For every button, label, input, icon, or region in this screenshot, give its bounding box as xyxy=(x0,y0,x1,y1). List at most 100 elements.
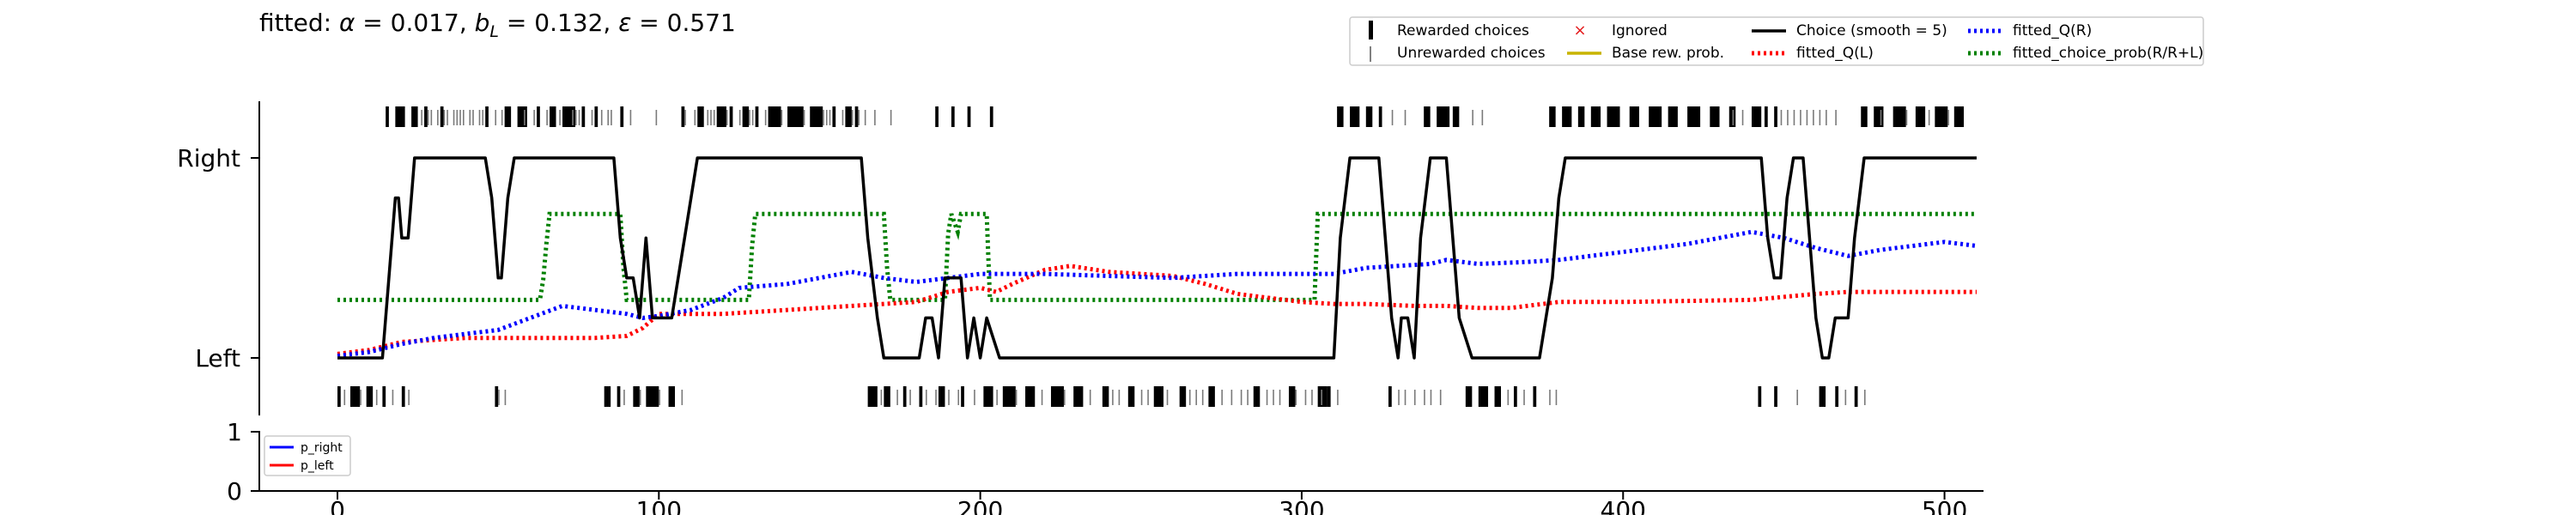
rewarded-left-tick xyxy=(495,386,499,407)
rewarded-left-tick xyxy=(1179,386,1187,407)
unrewarded-right-tick xyxy=(629,110,632,125)
rewarded-left-tick xyxy=(1002,386,1016,407)
legend-pright-label: p_right xyxy=(301,441,343,455)
chart-title: fitted: α = 0.017, bL = 0.132, ε = 0.571 xyxy=(259,9,736,41)
x-tick-label: 300 xyxy=(1279,496,1324,515)
unrewarded-left-tick xyxy=(1195,390,1198,405)
unrewarded-right-tick xyxy=(572,110,574,125)
rewarded-right-tick xyxy=(411,106,418,127)
top-panel-axes: Right Left xyxy=(177,101,260,415)
legend-qright-label: fitted_Q(R) xyxy=(2013,22,2092,39)
unrewarded-left-tick xyxy=(1523,390,1525,405)
unrewarded-left-tick xyxy=(1337,390,1339,405)
unrewarded-right-tick xyxy=(524,110,526,125)
rewarded-right-tick xyxy=(1861,106,1868,127)
unrewarded-left-tick xyxy=(504,390,507,405)
rewarded-left-tick xyxy=(668,386,676,407)
legend-unrewarded-label: Unrewarded choices xyxy=(1397,45,1546,62)
rewarded-right-tick xyxy=(1953,106,1965,127)
unrewarded-right-tick xyxy=(694,110,696,125)
rewarded-left-tick xyxy=(1127,386,1135,407)
unrewarded-left-tick xyxy=(1118,390,1121,405)
unrewarded-right-tick xyxy=(574,110,577,125)
unrewarded-right-tick xyxy=(427,110,429,125)
legend-baseprob-label: Base rew. prob. xyxy=(1612,45,1724,62)
unrewarded-right-tick xyxy=(1835,110,1837,125)
rewarded-right-tick xyxy=(1437,106,1450,127)
top-legend-frame xyxy=(1349,16,2204,66)
trial-ticks-layer xyxy=(337,106,1965,407)
rewarded-left-tick xyxy=(337,386,341,407)
x-tick-label: 500 xyxy=(1922,496,1967,515)
rewarded-left-tick xyxy=(1854,386,1858,407)
bottom-y-tick-label-0: 0 xyxy=(227,477,242,506)
unrewarded-left-tick xyxy=(1398,390,1400,405)
rewarded-right-tick xyxy=(440,106,444,127)
rewarded-left-tick xyxy=(1513,386,1517,407)
unrewarded-left-tick xyxy=(1015,390,1018,405)
unrewarded-left-tick xyxy=(1507,390,1510,405)
unrewarded-right-tick xyxy=(559,110,561,125)
unrewarded-right-tick xyxy=(803,110,805,125)
rewarded-left-tick xyxy=(1317,386,1327,407)
unrewarded-left-tick xyxy=(498,390,500,405)
legend-qleft-label: fitted_Q(L) xyxy=(1796,45,1874,62)
unrewarded-right-tick xyxy=(710,110,712,125)
rewarded-right-tick xyxy=(1549,106,1556,127)
x-tick-label: 100 xyxy=(636,496,682,515)
rewarded-right-tick xyxy=(1874,106,1884,127)
rewarded-right-tick xyxy=(1893,106,1906,127)
unrewarded-left-tick xyxy=(1230,390,1233,405)
rewarded-right-tick xyxy=(716,106,726,127)
rewarded-right-tick xyxy=(832,106,836,127)
rewarded-right-tick xyxy=(1337,106,1344,127)
unrewarded-left-tick xyxy=(974,390,975,405)
unrewarded-left-tick xyxy=(360,390,361,405)
legend-choiceprob-label: fitted_choice_prob(R/R+L) xyxy=(2013,45,2203,62)
unrewarded-right-tick xyxy=(1880,110,1882,125)
unrewarded-left-tick xyxy=(1430,390,1432,405)
rewarded-right-tick xyxy=(1774,106,1777,127)
rewarded-right-tick xyxy=(1935,106,1948,127)
unrewarded-left-tick xyxy=(1201,390,1204,405)
rewarded-left-tick xyxy=(1758,386,1762,407)
unrewarded-right-tick xyxy=(611,110,612,125)
rewarded-left-tick xyxy=(1073,386,1084,407)
rewarded-right-tick xyxy=(504,106,512,127)
unrewarded-right-tick xyxy=(1813,110,1814,125)
rewarded-right-tick xyxy=(1378,106,1382,127)
unrewarded-left-tick xyxy=(1279,390,1281,405)
rewarded-left-tick xyxy=(867,386,878,407)
rewarded-right-tick xyxy=(1452,106,1460,127)
unrewarded-right-tick xyxy=(1806,110,1808,125)
unrewarded-left-tick xyxy=(1140,390,1143,405)
unrewarded-left-tick xyxy=(623,390,625,405)
rewarded-right-tick xyxy=(1577,106,1585,127)
unrewarded-left-tick xyxy=(1555,390,1558,405)
unrewarded-right-tick xyxy=(851,110,854,125)
rewarded-right-tick xyxy=(755,106,759,127)
rewarded-left-tick xyxy=(1835,386,1839,407)
legend-choice-label: Choice (smooth = 5) xyxy=(1796,22,1947,39)
rewarded-left-tick xyxy=(604,386,611,407)
unrewarded-right-tick xyxy=(447,110,448,125)
unrewarded-left-tick xyxy=(1439,390,1442,405)
unrewarded-right-tick xyxy=(1928,110,1930,125)
rewarded-right-tick xyxy=(1590,106,1601,127)
rewarded-right-tick xyxy=(1764,106,1768,127)
unrewarded-right-tick xyxy=(1947,110,1949,125)
unrewarded-left-tick xyxy=(1247,390,1249,405)
rewarded-left-tick xyxy=(1327,386,1331,407)
rewarded-right-tick xyxy=(1915,106,1926,127)
rewarded-right-tick xyxy=(594,106,598,127)
unrewarded-left-tick xyxy=(1221,390,1223,405)
rewarded-right-tick xyxy=(768,106,781,127)
rewarded-right-tick xyxy=(395,106,405,127)
q-right-line xyxy=(337,229,1978,359)
rewarded-right-tick xyxy=(424,106,428,127)
unrewarded-left-tick xyxy=(1295,390,1297,405)
rewarded-right-tick xyxy=(1562,106,1572,127)
unrewarded-right-tick xyxy=(591,110,593,125)
rewarded-left-tick xyxy=(884,386,890,407)
